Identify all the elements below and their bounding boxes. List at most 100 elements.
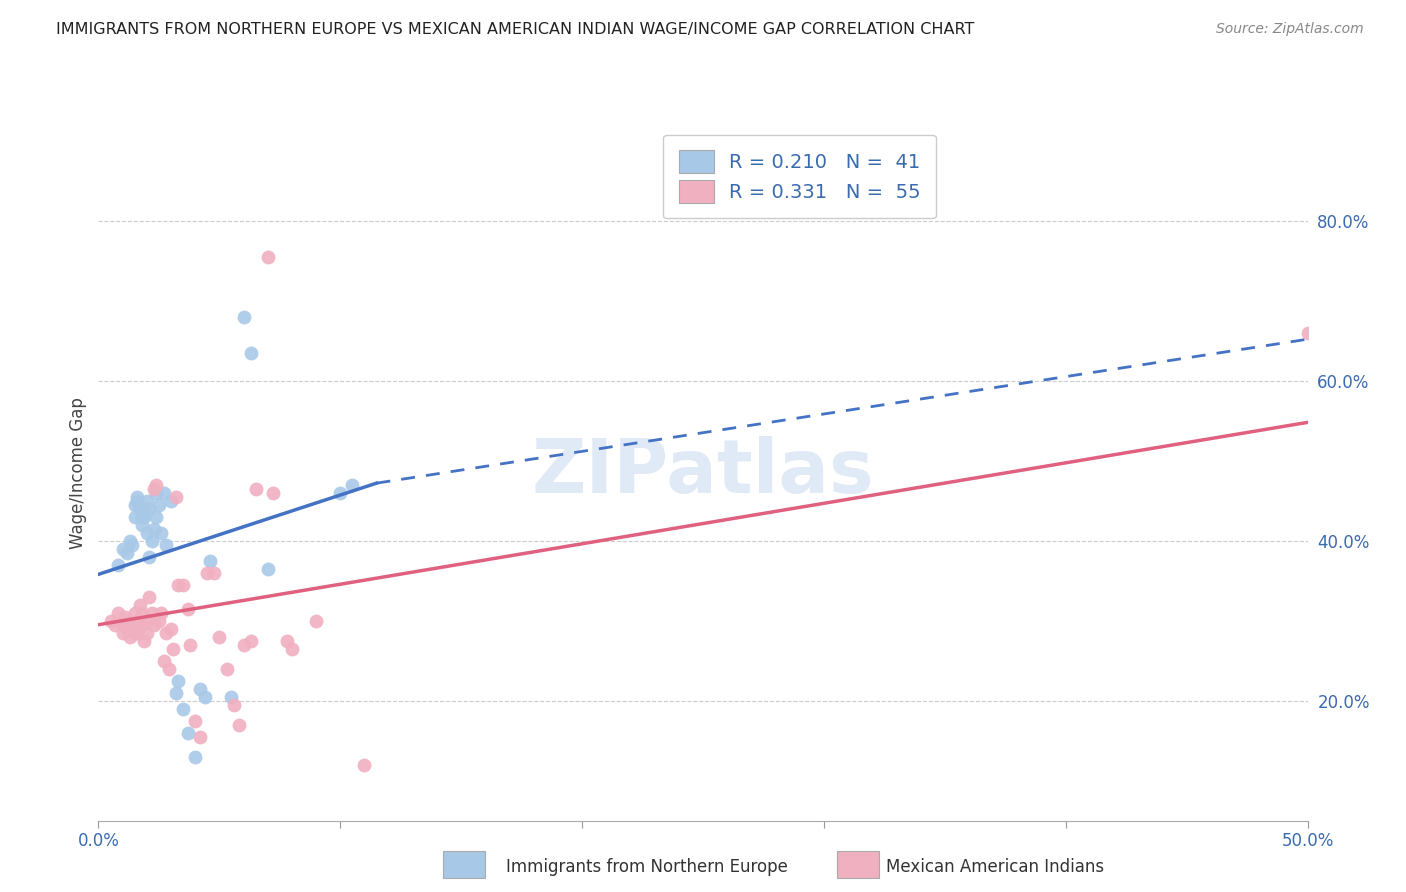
Point xyxy=(167,578,190,592)
Point xyxy=(239,633,262,648)
Point xyxy=(172,578,194,592)
Point xyxy=(145,485,167,500)
Point xyxy=(195,566,218,580)
Point xyxy=(134,509,156,524)
Point xyxy=(114,609,136,624)
Point xyxy=(208,630,231,644)
Point xyxy=(111,625,134,640)
Point xyxy=(342,477,364,491)
Point xyxy=(135,525,157,540)
Point xyxy=(127,490,149,504)
Point xyxy=(148,614,170,628)
Point xyxy=(1296,326,1319,340)
Point xyxy=(104,617,127,632)
Point xyxy=(117,546,139,560)
Point xyxy=(353,757,375,772)
Point xyxy=(111,541,134,556)
Point xyxy=(150,606,173,620)
Point xyxy=(162,641,184,656)
Text: IMMIGRANTS FROM NORTHERN EUROPE VS MEXICAN AMERICAN INDIAN WAGE/INCOME GAP CORRE: IMMIGRANTS FROM NORTHERN EUROPE VS MEXIC… xyxy=(56,22,974,37)
Point xyxy=(215,662,238,676)
Point xyxy=(135,614,157,628)
Point xyxy=(160,622,183,636)
Point xyxy=(179,638,201,652)
Point xyxy=(117,622,139,636)
Point xyxy=(184,714,207,728)
Point xyxy=(329,485,352,500)
Point xyxy=(118,533,141,548)
Point xyxy=(138,590,160,604)
Point xyxy=(131,606,153,620)
Point xyxy=(188,681,211,696)
Point xyxy=(135,625,157,640)
Point xyxy=(188,730,211,744)
Point xyxy=(143,482,166,496)
Point xyxy=(121,617,143,632)
Point xyxy=(143,617,166,632)
Point xyxy=(256,250,278,264)
Y-axis label: Wage/Income Gap: Wage/Income Gap xyxy=(69,397,87,549)
Point xyxy=(165,686,187,700)
Point xyxy=(141,606,163,620)
Legend: R = 0.210   N =  41, R = 0.331   N =  55: R = 0.210 N = 41, R = 0.331 N = 55 xyxy=(664,135,936,219)
Point xyxy=(232,638,254,652)
Point xyxy=(165,490,187,504)
Point xyxy=(157,662,180,676)
Point xyxy=(148,498,170,512)
Point xyxy=(107,606,129,620)
Point xyxy=(152,654,174,668)
Point xyxy=(245,482,267,496)
Point xyxy=(128,501,150,516)
Point xyxy=(118,630,141,644)
Point xyxy=(107,558,129,572)
Point xyxy=(138,501,160,516)
Point xyxy=(172,701,194,715)
Point xyxy=(131,509,153,524)
Point xyxy=(145,477,167,491)
Point xyxy=(128,598,150,612)
Point xyxy=(155,625,177,640)
Point xyxy=(184,749,207,764)
Point xyxy=(177,725,200,739)
Point xyxy=(256,562,278,576)
Point xyxy=(127,625,149,640)
Point xyxy=(198,554,221,568)
Point xyxy=(135,493,157,508)
Point xyxy=(134,633,156,648)
Text: Mexican American Indians: Mexican American Indians xyxy=(886,858,1104,876)
Point xyxy=(281,641,304,656)
Point xyxy=(167,673,190,688)
Point xyxy=(228,717,250,731)
Point xyxy=(276,633,298,648)
Point xyxy=(155,538,177,552)
Point xyxy=(143,522,166,536)
Point xyxy=(124,509,146,524)
Point xyxy=(138,549,160,564)
Point xyxy=(141,533,163,548)
Point xyxy=(239,346,262,360)
Point xyxy=(222,698,245,712)
Point xyxy=(124,498,146,512)
Point xyxy=(127,614,149,628)
Point xyxy=(131,517,153,532)
Point xyxy=(111,617,134,632)
Point xyxy=(204,566,226,580)
Point xyxy=(134,501,156,516)
Text: ZIPatlas: ZIPatlas xyxy=(531,436,875,509)
Point xyxy=(160,493,183,508)
Point xyxy=(124,625,146,640)
Point xyxy=(150,525,173,540)
Point xyxy=(232,310,254,324)
Point xyxy=(131,617,153,632)
Point xyxy=(121,538,143,552)
Point xyxy=(145,509,167,524)
Point xyxy=(305,614,328,628)
Point xyxy=(152,485,174,500)
Point xyxy=(221,690,243,704)
Point xyxy=(194,690,217,704)
Point xyxy=(100,614,122,628)
Point xyxy=(124,606,146,620)
Text: Immigrants from Northern Europe: Immigrants from Northern Europe xyxy=(506,858,787,876)
Text: Source: ZipAtlas.com: Source: ZipAtlas.com xyxy=(1216,22,1364,37)
Point xyxy=(118,614,141,628)
